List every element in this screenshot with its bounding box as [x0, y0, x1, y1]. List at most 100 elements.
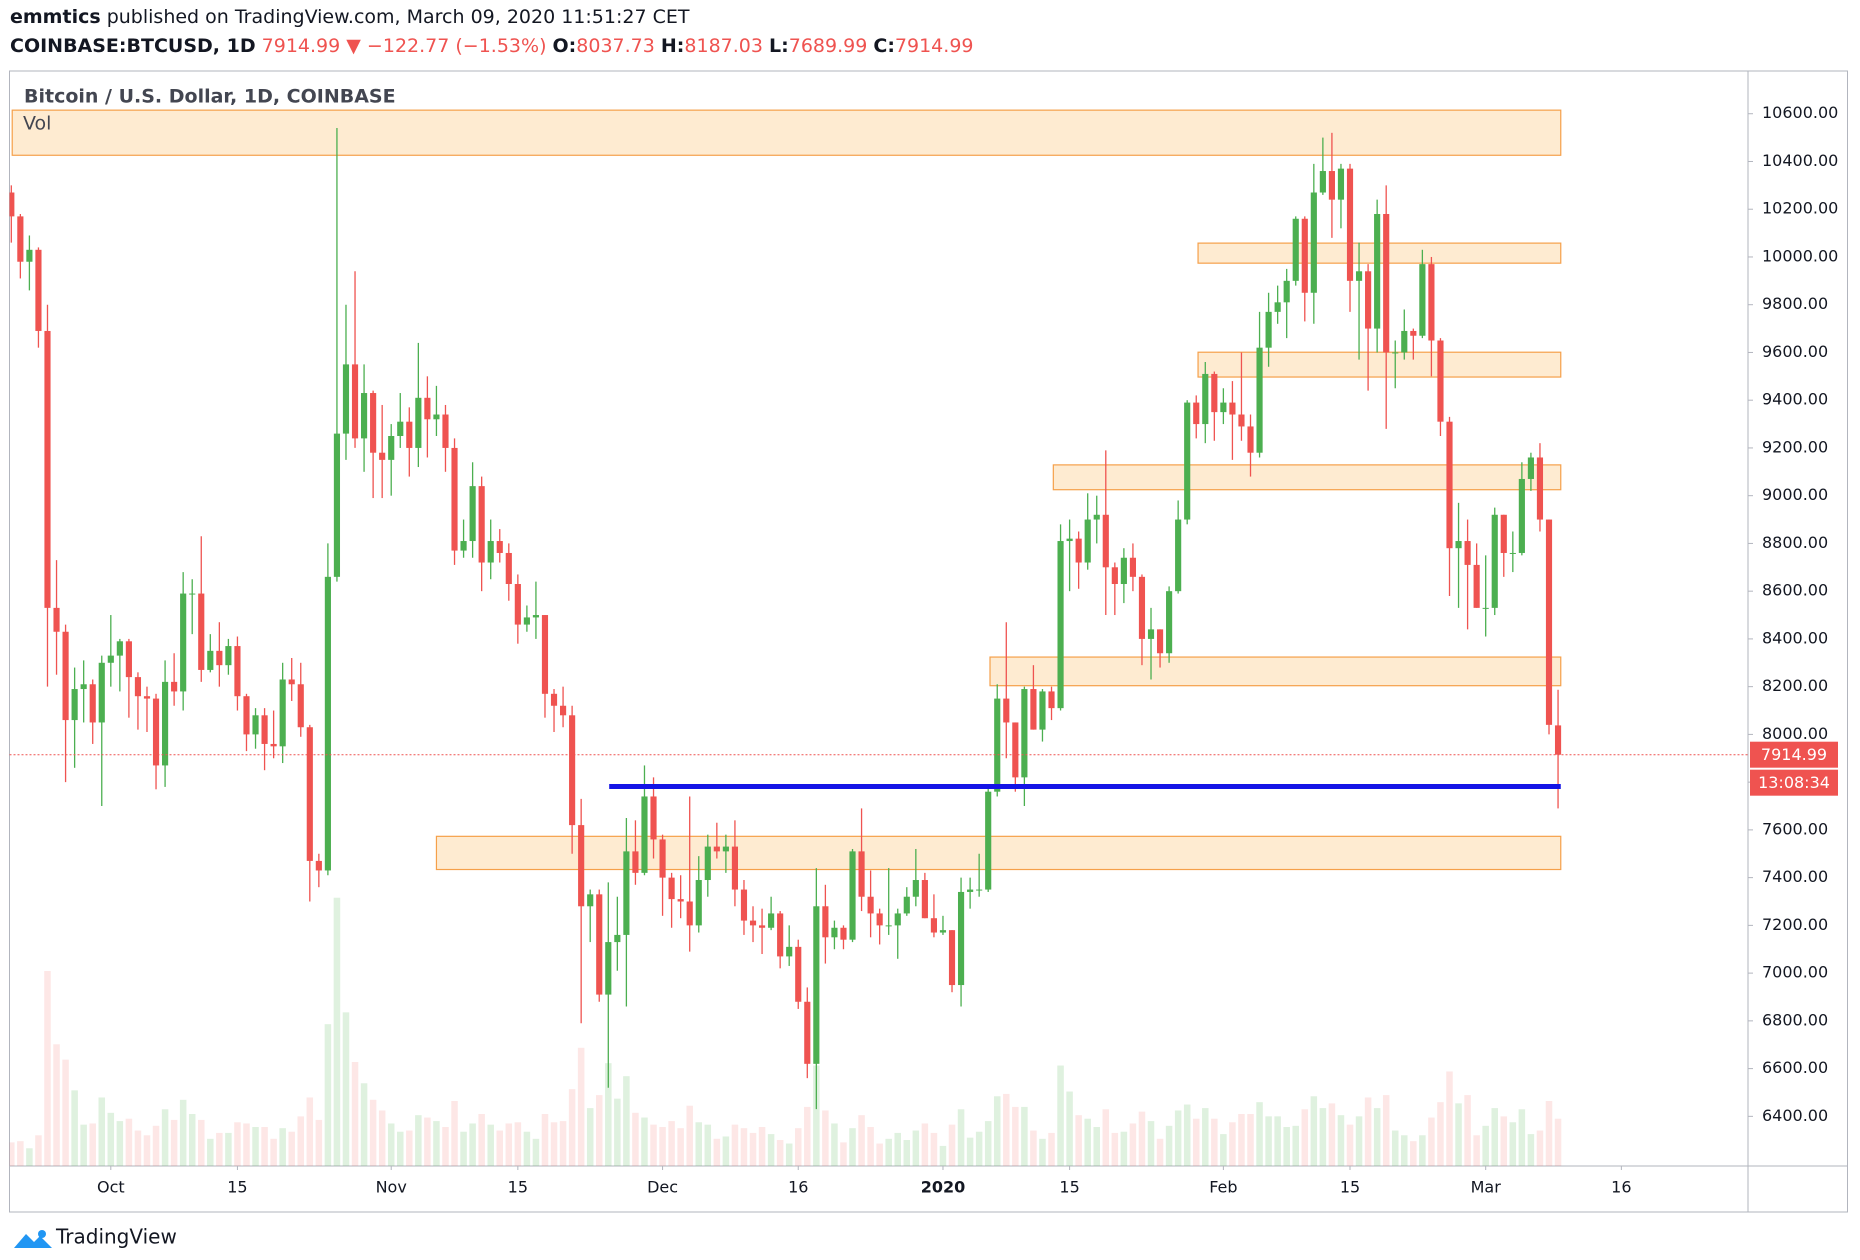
c-label: C:: [873, 35, 895, 57]
o-label: O:: [552, 35, 577, 57]
candle-body: [1147, 629, 1155, 639]
candle-body: [740, 889, 748, 921]
volume-bar: [677, 1128, 684, 1166]
last-price: 7914.99: [261, 35, 341, 57]
volume-bar: [885, 1138, 892, 1166]
volume-bar: [396, 1131, 404, 1166]
chart-title: Bitcoin / U.S. Dollar, 1D, COINBASE: [24, 86, 396, 108]
volume-bar: [650, 1124, 657, 1166]
last-price-label: 7914.99: [1761, 745, 1827, 764]
volume-bar: [1391, 1130, 1399, 1166]
candle-body: [62, 631, 69, 721]
volume-bar: [831, 1123, 838, 1166]
volume-bar: [550, 1122, 558, 1166]
candle-body: [1111, 567, 1118, 585]
candle-body: [189, 593, 196, 595]
candle-body: [659, 839, 666, 878]
candle-body: [1310, 192, 1317, 293]
plot: [9, 109, 1748, 1166]
l-label: L:: [769, 35, 789, 57]
volume-bar: [605, 1063, 612, 1166]
volume-bar: [1437, 1102, 1444, 1166]
candle-body: [1012, 722, 1019, 778]
volume-bar: [1464, 1095, 1471, 1166]
volume-bar: [188, 1113, 196, 1166]
volume-bar: [1382, 1095, 1390, 1166]
volume-bar: [1138, 1111, 1146, 1166]
y-tick-label: 9600.00: [1762, 342, 1828, 361]
candle-body: [1229, 402, 1236, 415]
x-tick-label: 15: [508, 1178, 528, 1197]
candle-body: [216, 650, 223, 666]
x-tick-label: 15: [1059, 1178, 1079, 1197]
volume-bar: [1491, 1108, 1498, 1166]
candle-body: [424, 397, 431, 420]
volume-bar: [306, 1097, 314, 1166]
candle-body: [858, 851, 865, 897]
candle-body: [758, 925, 766, 928]
candle-body: [695, 880, 702, 926]
volume-bar: [912, 1130, 920, 1166]
volume-bar: [623, 1076, 630, 1166]
volume-bar: [577, 1047, 585, 1166]
candle-body: [1048, 691, 1055, 709]
candle-body: [1337, 168, 1345, 200]
candle-body: [1374, 213, 1381, 329]
y-tick-label: 8600.00: [1762, 581, 1828, 600]
candle-body: [1392, 352, 1399, 354]
volume-bar: [1111, 1132, 1119, 1166]
volume-bar: [1301, 1109, 1309, 1166]
brand: TradingView: [55, 1225, 177, 1249]
candle-body: [1536, 457, 1544, 520]
volume-bar: [1265, 1116, 1272, 1166]
candle-body: [451, 447, 458, 551]
candle-body: [921, 880, 928, 919]
volume-bar: [116, 1121, 124, 1166]
candle-body: [587, 894, 594, 907]
candle-body: [939, 930, 947, 933]
volume-bar: [794, 1128, 802, 1166]
candle-body: [125, 641, 132, 678]
quote-line: COINBASE:BTCUSD, 1D 7914.99 ▼ −122.77 (−…: [10, 35, 974, 57]
candle-body: [171, 681, 178, 692]
candle-body: [614, 934, 621, 943]
candle-body: [415, 397, 422, 448]
candle-body: [1419, 264, 1426, 336]
volume-bar: [35, 1135, 42, 1166]
volume-bar: [749, 1132, 757, 1166]
candle-body: [1527, 457, 1534, 479]
candle-body: [849, 851, 856, 940]
x-tick-label: 16: [788, 1178, 808, 1197]
y-tick-label: 10000.00: [1762, 246, 1838, 265]
volume-bar: [867, 1126, 874, 1166]
volume-bar: [1545, 1100, 1553, 1166]
candle-body: [596, 894, 603, 995]
volume-bar: [478, 1113, 485, 1166]
volume-bar: [297, 1116, 305, 1166]
x-tick-label: 15: [227, 1178, 247, 1197]
last-price-box: [1750, 741, 1838, 768]
volume-bar: [1202, 1108, 1209, 1166]
candle-body: [1021, 689, 1028, 778]
countdown-label: 13:08:34: [1758, 773, 1830, 792]
candle-body: [207, 650, 214, 670]
candle-body: [342, 364, 350, 434]
y-tick-label: 8000.00: [1762, 724, 1828, 743]
volume-bar: [586, 1108, 594, 1166]
candle-body: [26, 249, 33, 262]
candle-body: [749, 920, 757, 926]
candle-body: [831, 927, 838, 938]
candle-body: [768, 913, 775, 928]
volume-bar: [1527, 1134, 1535, 1166]
candle-body: [523, 617, 530, 625]
candle-body: [1193, 402, 1200, 425]
volume-bar: [1084, 1118, 1091, 1166]
y-tick-label: 10600.00: [1762, 103, 1838, 122]
x-tick-label: Oct: [97, 1178, 125, 1197]
volume-bar: [179, 1099, 187, 1166]
candle-body: [677, 899, 684, 902]
candle-body: [1057, 541, 1064, 709]
volume-bar: [261, 1126, 268, 1166]
candle-body: [1129, 557, 1136, 577]
volume-bar: [713, 1138, 721, 1166]
